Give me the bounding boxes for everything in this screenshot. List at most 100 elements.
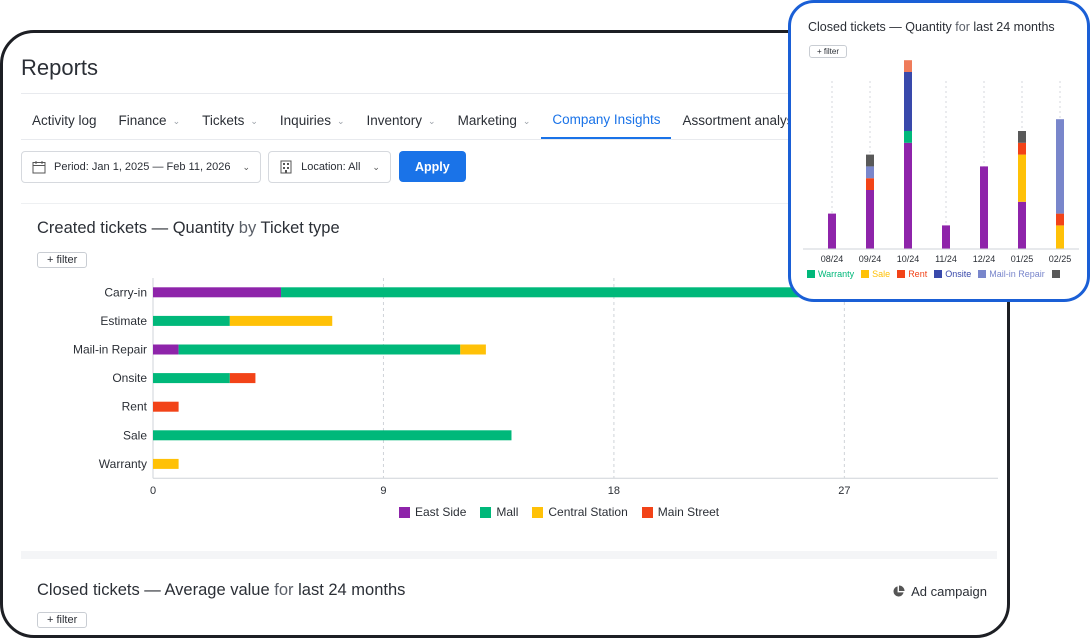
legend-item[interactable]: Central Station	[532, 505, 628, 519]
tab-label: Inquiries	[279, 113, 331, 128]
title-by: by	[238, 219, 257, 237]
legend-item[interactable]: East Side	[399, 505, 466, 519]
title-main: Created tickets — Quantity	[37, 219, 235, 237]
legend-item[interactable]	[1051, 269, 1063, 279]
column-segment[interactable]	[866, 178, 874, 190]
apply-button[interactable]: Apply	[398, 151, 466, 182]
filter-bar: Period: Jan 1, 2025 — Feb 11, 2026 ⌄ Loc…	[21, 151, 466, 183]
bar-segment[interactable]	[281, 287, 922, 298]
legend-item[interactable]: Rent	[897, 269, 927, 279]
tab-tickets[interactable]: Tickets ⌄	[191, 103, 269, 139]
bar-segment[interactable]	[153, 401, 179, 412]
legend-item[interactable]: Main Street	[641, 505, 720, 519]
closed-tickets-avg-title: Closed tickets — Average value for last …	[37, 581, 405, 600]
legend-swatch	[934, 270, 943, 278]
column-segment[interactable]	[942, 225, 950, 249]
bar-segment[interactable]	[153, 373, 230, 384]
tab-assortment-analysis[interactable]: Assortment analysis	[671, 103, 814, 139]
tab-label: Tickets	[202, 113, 245, 128]
x-tick-label: 27	[838, 485, 850, 497]
column-segment[interactable]	[1056, 225, 1064, 249]
building-icon	[280, 160, 292, 174]
legend-label: Mall	[496, 505, 519, 519]
bar-segment[interactable]	[229, 373, 256, 384]
legend-label: Central Station	[548, 505, 628, 519]
column-segment[interactable]	[1018, 142, 1026, 155]
legend-swatch	[1051, 270, 1060, 278]
chevron-down-icon: ⌄	[428, 116, 436, 126]
column-segment[interactable]	[866, 154, 874, 167]
created-tickets-bar-chart: 0 9 18 27 Carry-in Estimate Mail-in Repair Onsi…	[73, 278, 998, 497]
page-title: Reports	[21, 55, 99, 80]
legend-item[interactable]: Warranty	[807, 269, 854, 279]
tab-inquiries[interactable]: Inquiries ⌄	[269, 103, 356, 139]
location-label: Location: All	[301, 161, 361, 173]
header-divider	[21, 93, 1007, 94]
legend-item[interactable]: Mail-in Repair	[978, 269, 1045, 279]
location-picker[interactable]: Location: All ⌄	[268, 151, 391, 183]
column-segment[interactable]	[980, 166, 988, 249]
legend-label: Main Street	[657, 505, 720, 519]
column-segment[interactable]	[1018, 131, 1026, 143]
category-label: Rent	[122, 400, 148, 414]
legend-label: East Side	[415, 505, 467, 519]
bar-segment[interactable]	[229, 315, 333, 326]
legend-swatch	[641, 506, 653, 518]
column-segment[interactable]	[1056, 213, 1064, 226]
tab-activity-log[interactable]: Activity log	[21, 103, 108, 139]
column-segment[interactable]	[904, 142, 912, 249]
popup-legend: Warranty Sale Rent Onsite Mail-in Repair	[807, 269, 1063, 279]
bar-segment[interactable]	[178, 344, 461, 355]
legend-label: Mail-in Repair	[989, 269, 1045, 279]
column-segment[interactable]	[1018, 201, 1026, 249]
bar-segment[interactable]	[460, 344, 486, 355]
column-segment[interactable]	[1018, 154, 1026, 202]
legend-item[interactable]: Mall	[480, 505, 518, 519]
bar-segment[interactable]	[153, 344, 179, 355]
closed-tickets-popup: Closed tickets — Quantity for last 24 mo…	[788, 0, 1090, 302]
chevron-down-icon: ⌄	[336, 116, 345, 126]
legend-item[interactable]: Sale	[861, 269, 890, 279]
period-picker[interactable]: Period: Jan 1, 2025 — Feb 11, 2026 ⌄	[21, 151, 262, 183]
bar-segment[interactable]	[153, 458, 179, 469]
tab-marketing[interactable]: Marketing ⌄	[447, 103, 542, 139]
column-segment[interactable]	[1056, 119, 1064, 214]
tab-company-insights[interactable]: Company Insights	[541, 103, 672, 139]
ad-campaign-button[interactable]: Ad campaign	[892, 584, 987, 599]
legend-swatch	[807, 270, 815, 278]
title-for: for	[955, 20, 970, 34]
legend-swatch	[532, 506, 544, 518]
tab-inventory[interactable]: Inventory ⌄	[356, 103, 447, 139]
title-dim: last 24 months	[973, 20, 1055, 34]
section-separator	[21, 551, 997, 559]
tab-label: Inventory	[366, 113, 423, 128]
category-label: Sale	[123, 428, 147, 442]
chevron-down-icon: ⌄	[242, 161, 251, 172]
column-segment[interactable]	[866, 166, 874, 179]
legend-label: Onsite	[945, 269, 972, 279]
x-tick-label: 12/24	[973, 254, 996, 264]
legend-item[interactable]: Onsite	[934, 269, 971, 279]
column-segment[interactable]	[828, 213, 836, 249]
bar-segment[interactable]	[153, 430, 512, 441]
legend-swatch	[399, 506, 410, 518]
legend-swatch	[480, 506, 492, 518]
popup-filter-chip[interactable]: + filter	[809, 45, 848, 58]
column-segment[interactable]	[904, 131, 912, 143]
report-tabs: Activity log Finance ⌄ Tickets ⌄ Inquiries ⌄ In…	[21, 103, 1007, 139]
closed-tickets-avg-filter-chip[interactable]: + filter	[37, 612, 88, 628]
x-tick-label: 02/25	[1049, 254, 1072, 264]
created-tickets-filter-chip[interactable]: + filter	[37, 252, 88, 268]
chevron-down-icon: ⌄	[522, 116, 531, 126]
column-segment[interactable]	[904, 72, 912, 131]
tab-label: Activity log	[32, 113, 97, 128]
column-segment[interactable]	[904, 60, 912, 72]
bar-segment[interactable]	[153, 315, 230, 326]
legend-swatch	[978, 270, 987, 278]
bar-segment[interactable]	[153, 287, 282, 298]
popup-title: Closed tickets — Quantity for last 24 mo…	[808, 20, 1055, 34]
column-segment[interactable]	[866, 190, 874, 249]
ad-campaign-label: Ad campaign	[911, 584, 987, 599]
legend-label: Rent	[908, 269, 928, 279]
tab-finance[interactable]: Finance ⌄	[108, 103, 192, 139]
